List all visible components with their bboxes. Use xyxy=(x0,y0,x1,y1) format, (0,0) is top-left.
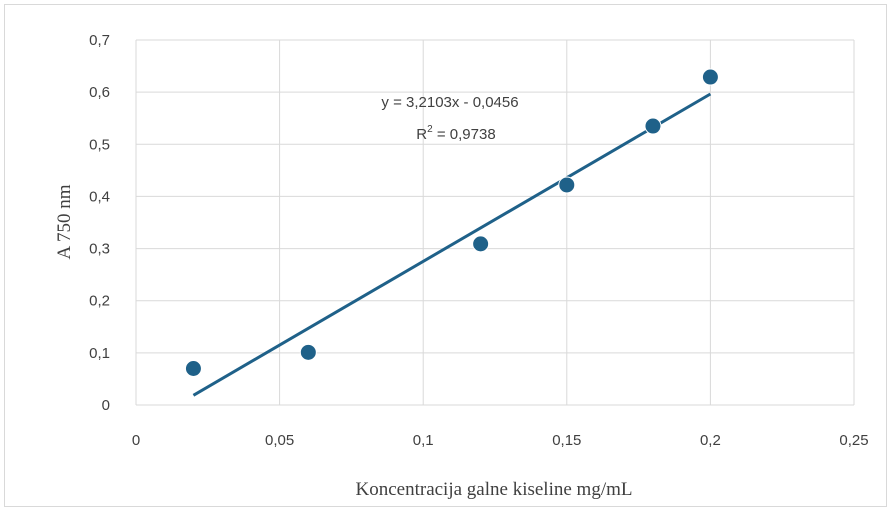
data-point xyxy=(558,176,576,194)
data-points xyxy=(184,68,719,377)
data-point xyxy=(701,68,719,86)
y-axis-title: A 750 nm xyxy=(54,184,75,259)
trendline-layer xyxy=(192,92,712,397)
trendline xyxy=(192,92,712,397)
y-tick-label: 0,7 xyxy=(89,32,110,49)
x-tick-label: 0,15 xyxy=(552,432,581,449)
y-tick-label: 0,3 xyxy=(89,241,110,258)
data-point xyxy=(472,235,490,253)
y-tick-label: 0,1 xyxy=(89,345,110,362)
data-point xyxy=(299,343,317,361)
x-tick-label: 0,25 xyxy=(839,432,868,449)
data-point xyxy=(184,360,202,377)
trendline-equation: y = 3,2103x - 0,0456 xyxy=(381,94,518,111)
x-tick-label: 0,2 xyxy=(700,432,721,449)
chart-frame xyxy=(4,4,887,507)
x-tick-label: 0,1 xyxy=(413,432,434,449)
x-tick-label: 0 xyxy=(132,432,140,449)
r-squared-label: R2 = 0,9738 xyxy=(416,124,495,143)
y-tick-label: 0,4 xyxy=(89,188,110,205)
data-point xyxy=(644,117,662,135)
x-axis-title: Koncentracija galne kiseline mg/mL xyxy=(356,479,633,500)
y-tick-label: 0 xyxy=(102,397,110,414)
y-tick-label: 0,2 xyxy=(89,293,110,310)
x-tick-label: 0,05 xyxy=(265,432,294,449)
tick-labels: 0 0,1 0,2 0,3 0,4 0,5 0,6 0,7 0 0,05 0,1 0,15 0,2 0,2… xyxy=(89,32,868,449)
gridlines xyxy=(135,39,855,406)
y-tick-label: 0,6 xyxy=(89,84,110,101)
y-tick-label: 0,5 xyxy=(89,136,110,153)
